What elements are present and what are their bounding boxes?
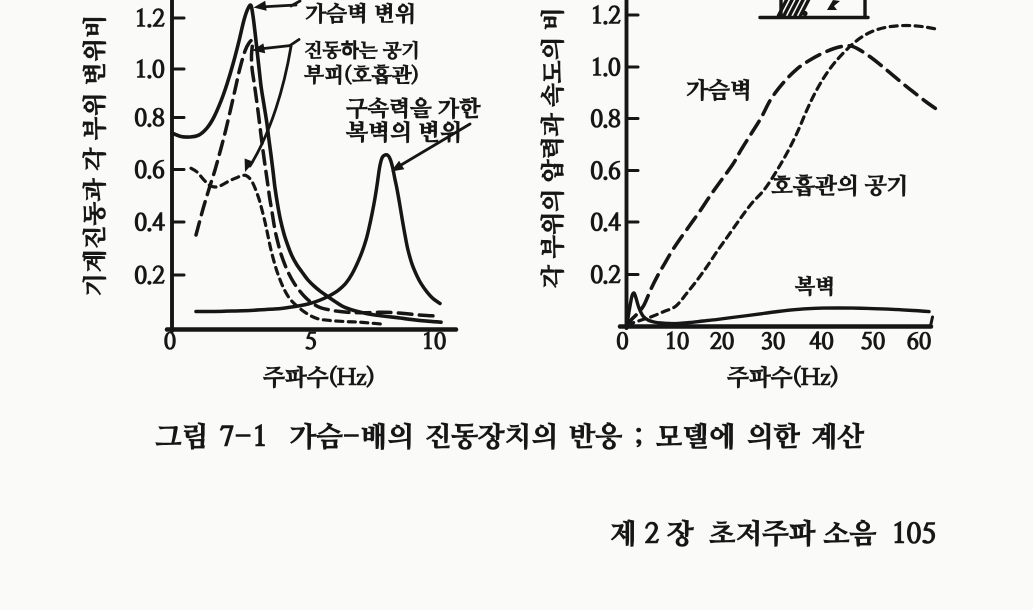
svg-text:주파수(Hz): 주파수(Hz) [263, 365, 375, 390]
svg-text:호흡관의 공기: 호흡관의 공기 [771, 174, 908, 199]
svg-text:1.0: 1.0 [590, 57, 621, 81]
svg-text:0.2: 0.2 [134, 265, 165, 289]
svg-text:10: 10 [665, 331, 690, 354]
svg-text:0: 0 [616, 331, 628, 354]
svg-text:가슴벽: 가슴벽 [686, 78, 752, 103]
svg-text:복벽의 변위: 복벽의 변위 [346, 120, 462, 145]
svg-text:각 부위의 압력과 속도의 비: 각 부위의 압력과 속도의 비 [540, 8, 566, 289]
svg-text:10: 10 [422, 331, 447, 354]
svg-text:30: 30 [761, 331, 786, 354]
svg-text:50: 50 [861, 331, 886, 354]
svg-text:40: 40 [809, 331, 834, 354]
svg-text:1.0: 1.0 [134, 59, 165, 83]
svg-text:그림 7-1 가슴-배의 진동장치의 반응 ; 모델에 의: 그림 7-1 가슴-배의 진동장치의 반응 ; 모델에 의한 계산 [155, 422, 864, 452]
svg-text:0.4: 0.4 [590, 212, 621, 236]
svg-text:가슴벽 변위: 가슴벽 변위 [305, 2, 416, 26]
svg-text:0.6: 0.6 [134, 159, 165, 183]
svg-text:0.6: 0.6 [590, 160, 621, 184]
svg-text:5: 5 [305, 331, 317, 354]
svg-text:부피(호흡관): 부피(호흡관) [304, 63, 419, 87]
svg-text:0.4: 0.4 [134, 212, 165, 236]
svg-text:기계진동과 각 부위 변위비: 기계진동과 각 부위 변위비 [82, 15, 108, 297]
svg-text:0.8: 0.8 [590, 108, 621, 132]
svg-text:진동하는 공기: 진동하는 공기 [304, 40, 420, 61]
svg-text:주파수(Hz): 주파수(Hz) [727, 365, 839, 390]
svg-text:20: 20 [710, 331, 735, 354]
svg-text:0.8: 0.8 [134, 107, 165, 131]
svg-text:제 2 장 초저주파 소음 105: 제 2 장 초저주파 소음 105 [610, 519, 937, 549]
svg-text:1.2: 1.2 [134, 8, 165, 32]
svg-text:복벽: 복벽 [795, 275, 835, 299]
svg-text:60: 60 [907, 331, 932, 354]
svg-text:구속력을 가한: 구속력을 가한 [346, 96, 481, 121]
svg-text:0: 0 [164, 331, 176, 354]
svg-text:0.2: 0.2 [590, 264, 621, 288]
svg-text:1.2: 1.2 [590, 5, 621, 29]
